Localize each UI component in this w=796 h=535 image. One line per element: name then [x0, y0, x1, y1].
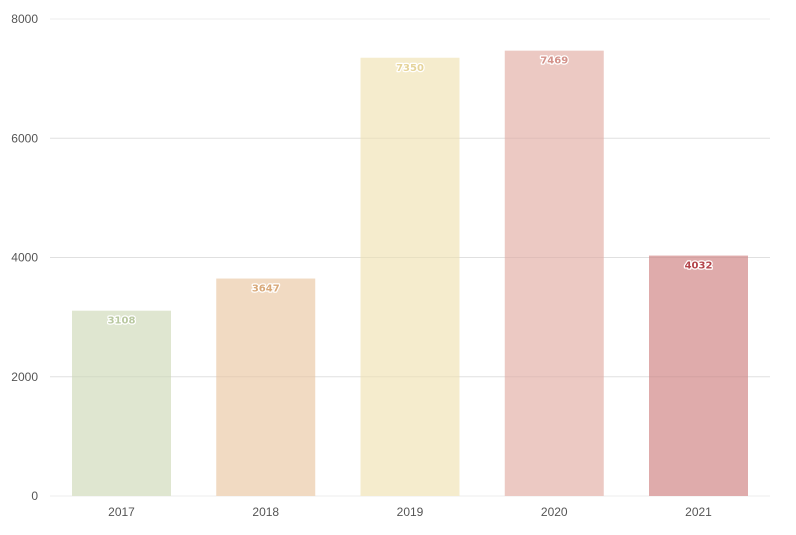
bar-2017	[72, 310, 171, 496]
x-axis: 2017 2018 2019 2020 2021	[108, 505, 712, 519]
data-labels-layer: 3108 3647 7350 7469 4032	[106, 54, 713, 328]
data-label-2017: 3108	[108, 316, 136, 327]
x-tick-label: 2021	[685, 505, 712, 519]
data-label-2020: 7469	[540, 56, 568, 67]
x-tick-label: 2018	[252, 505, 279, 519]
bar-2020	[504, 50, 604, 496]
y-tick-label: 0	[31, 489, 38, 503]
y-tick-label: 4000	[11, 251, 38, 265]
bar-2019	[360, 57, 460, 496]
bars-layer	[72, 50, 748, 496]
data-label-2018: 3647	[252, 284, 280, 295]
x-tick-label: 2019	[397, 505, 424, 519]
bar-2021	[649, 255, 748, 496]
bar-2018	[216, 278, 316, 496]
y-tick-label: 6000	[11, 131, 38, 145]
y-tick-label: 8000	[11, 12, 38, 26]
y-axis: 0 2000 4000 6000 8000	[11, 12, 38, 503]
data-label-2019: 7350	[396, 63, 424, 74]
grid-overlay	[50, 137, 770, 378]
x-tick-label: 2017	[108, 505, 135, 519]
data-label-2021: 4032	[685, 261, 713, 272]
y-tick-label: 2000	[11, 370, 38, 384]
x-tick-label: 2020	[541, 505, 568, 519]
